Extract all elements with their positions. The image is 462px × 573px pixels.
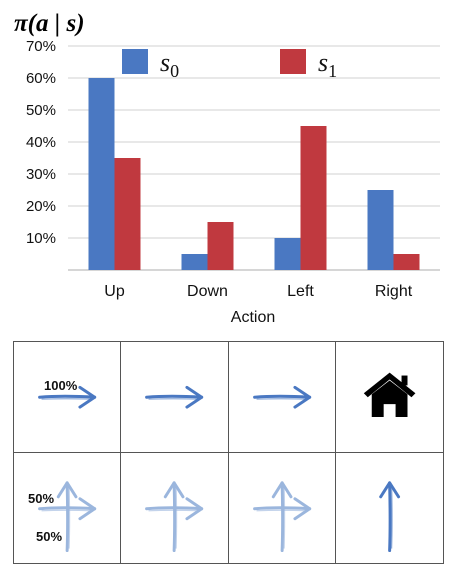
grid-cell <box>335 342 443 453</box>
probability-label: 50% <box>36 528 63 544</box>
bars <box>88 78 420 270</box>
y-tick-label: 10% <box>26 230 56 247</box>
y-tick-label: 40% <box>26 134 56 151</box>
right-arrow-icon <box>38 385 97 409</box>
right-arrow-icon <box>145 385 204 409</box>
grid-cell <box>228 342 336 453</box>
up-arrow-icon <box>378 480 400 552</box>
bar-s1-down <box>207 222 234 270</box>
x-axis-category-labels: Up Down Left Right <box>104 283 412 300</box>
bar-chart: π(a | s) 10% 20% 30% 40% 50% 60% 70% Up Down Lef… <box>14 10 440 326</box>
legend-swatch-s0 <box>122 49 148 74</box>
legend-swatch-s1 <box>280 49 306 74</box>
y-tick-label: 30% <box>26 166 56 183</box>
right-arrow-icon <box>252 385 311 409</box>
x-category-label: Right <box>375 283 413 300</box>
x-axis-title: Action <box>231 309 275 326</box>
grid-cell <box>121 452 229 563</box>
bar-s1-left <box>300 126 327 270</box>
bar-s0-down <box>181 254 208 270</box>
grid-cell <box>336 453 443 564</box>
x-category-label: Up <box>104 283 125 300</box>
up-right-arrows-icon <box>38 480 97 552</box>
bar-s1-up <box>114 158 141 270</box>
up-right-arrows-icon <box>252 480 311 552</box>
bar-s0-up <box>88 78 115 270</box>
bar-s0-left <box>274 238 301 270</box>
bar-s1-right <box>393 254 420 270</box>
y-tick-label: 60% <box>26 70 56 87</box>
legend-label-s1: s1 <box>318 48 337 81</box>
x-category-label: Left <box>287 283 314 300</box>
chart-title: π(a | s) <box>14 10 85 37</box>
y-tick-label: 70% <box>26 38 56 55</box>
legend: s0 s1 <box>122 48 337 81</box>
y-tick-label: 20% <box>26 198 56 215</box>
grid-cell: 100% <box>14 342 122 453</box>
bar-s0-right <box>367 190 394 270</box>
up-right-arrows-icon <box>145 480 204 552</box>
policy-grid: 100% 50% 50% <box>13 341 444 564</box>
probability-label: 50% <box>28 490 55 506</box>
legend-label-s0: s0 <box>160 48 179 81</box>
grid-cell <box>121 342 229 453</box>
x-category-label: Down <box>187 283 228 300</box>
y-axis-tick-labels: 10% 20% 30% 40% 50% 60% 70% <box>26 38 56 247</box>
grid-cell <box>229 452 336 563</box>
home-icon <box>363 372 416 417</box>
probability-label: 100% <box>44 378 78 393</box>
y-tick-label: 50% <box>26 102 56 119</box>
grid-cell: 50% 50% <box>14 452 122 563</box>
